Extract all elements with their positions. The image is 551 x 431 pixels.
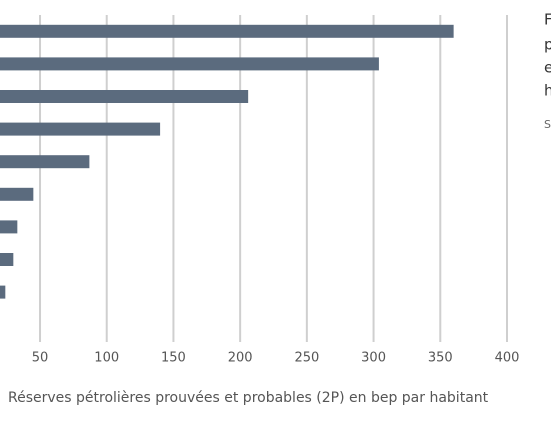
bar — [0, 24, 454, 38]
bar — [0, 187, 34, 201]
side-text: F — [544, 11, 551, 29]
bar — [0, 57, 379, 71]
bar — [0, 253, 14, 266]
x-axis-label: Réserves pétrolières prouvées et probabl… — [8, 390, 489, 406]
x-tick-label: 150 — [161, 351, 186, 366]
side-text: e — [544, 59, 551, 77]
side-text: p — [544, 36, 551, 54]
bar — [0, 122, 161, 136]
bar — [0, 285, 6, 299]
x-tick-label: 300 — [361, 351, 386, 366]
bar — [0, 155, 90, 169]
x-tick-label: 50 — [32, 351, 49, 366]
x-tick-label: 400 — [495, 351, 520, 366]
side-text: S — [544, 118, 551, 131]
x-tick-label: 200 — [228, 351, 253, 366]
x-tick-label: 250 — [294, 351, 319, 366]
bar — [0, 220, 18, 234]
bar — [0, 90, 249, 103]
x-tick-label: 100 — [94, 351, 119, 366]
side-text: h — [544, 82, 551, 100]
x-tick-label: 350 — [428, 351, 453, 366]
